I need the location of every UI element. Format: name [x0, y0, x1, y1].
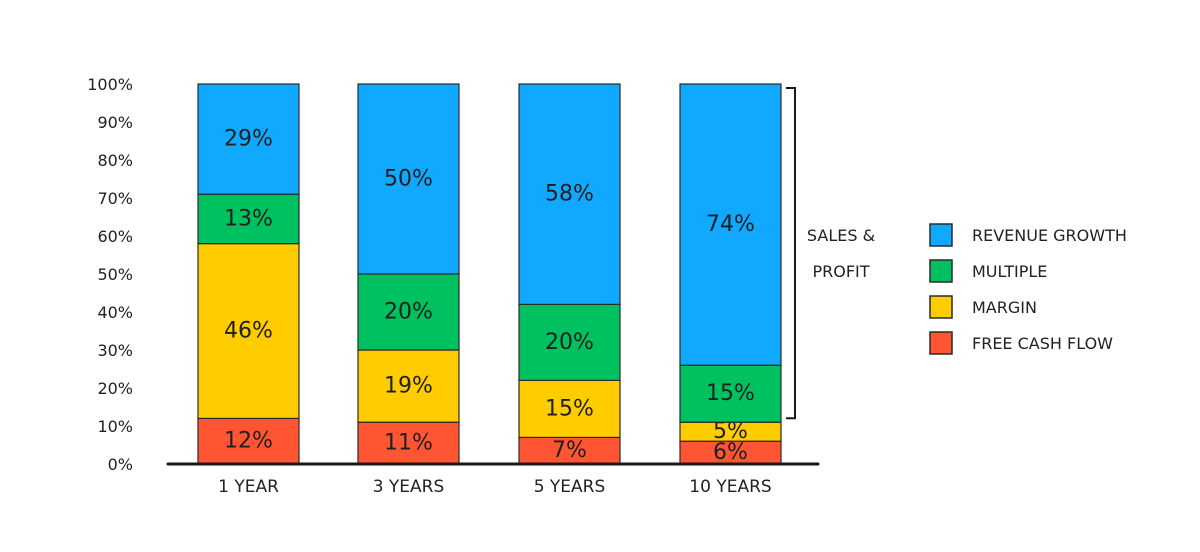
- bar-segment: [197, 83, 300, 195]
- legend-label: FREE CASH FLOW: [972, 334, 1113, 353]
- data-label: 11%: [384, 431, 433, 456]
- y-tick-label: 90%: [97, 113, 133, 132]
- legend-swatch: [929, 331, 953, 355]
- bar-segment: [357, 83, 460, 275]
- y-axis: 0% 10% 20% 30% 40% 50% 60% 70% 80% 90% 100%: [87, 75, 133, 474]
- bars: 12% 46% 13% 29% 11% 19% 20% 50% 7% 15% 20% 58% 6%5% 1…: [197, 83, 782, 465]
- data-label: 6%: [713, 440, 748, 465]
- bar-segment: [518, 303, 621, 381]
- data-label: 15%: [545, 396, 594, 421]
- data-label: 20%: [545, 330, 594, 355]
- x-tick-label: 1 YEAR: [218, 477, 279, 497]
- data-label: 5%: [713, 419, 748, 444]
- legend-label: REVENUE GROWTH: [972, 226, 1127, 245]
- data-label: 20%: [384, 300, 433, 325]
- y-tick-label: 30%: [97, 341, 133, 360]
- data-label: 13%: [224, 206, 273, 231]
- data-label: 15%: [706, 381, 755, 406]
- data-label: 74%: [706, 212, 755, 237]
- x-tick-label: 5 YEARS: [534, 477, 606, 497]
- legend-swatch: [929, 295, 953, 319]
- data-label: 12%: [224, 429, 273, 454]
- y-tick-label: 50%: [97, 265, 133, 284]
- y-tick-label: 0%: [108, 455, 133, 474]
- legend-swatch: [929, 223, 953, 247]
- x-tick-label: 3 YEARS: [373, 477, 445, 497]
- y-tick-label: 80%: [97, 151, 133, 170]
- bar-segment: [197, 243, 300, 420]
- legend-label: MARGIN: [972, 298, 1037, 317]
- legend: REVENUE GROWTH MULTIPLE MARGIN FREE CASH FL…: [929, 223, 1127, 355]
- data-label: 46%: [224, 319, 273, 344]
- data-label: 19%: [384, 374, 433, 399]
- x-tick-label: 10 YEARS: [689, 477, 771, 497]
- data-label: 58%: [545, 182, 594, 207]
- annotation-label: SALES &: [807, 226, 875, 245]
- data-label: 50%: [384, 167, 433, 192]
- bar-segment: [357, 273, 460, 351]
- legend-label: MULTIPLE: [972, 262, 1047, 281]
- bar-segment: [518, 83, 621, 305]
- data-label: 7%: [552, 438, 587, 463]
- y-tick-label: 40%: [97, 303, 133, 322]
- bar-segment: [357, 349, 460, 423]
- bar-segment: [679, 83, 782, 366]
- data-label: 29%: [224, 127, 273, 152]
- y-tick-label: 70%: [97, 189, 133, 208]
- bracket-line: [786, 87, 796, 420]
- sales-profit-bracket: SALES & PROFIT: [786, 87, 875, 420]
- x-axis: 1 YEAR 3 YEARS 5 YEARS 10 YEARS: [218, 477, 772, 497]
- y-tick-label: 100%: [87, 75, 133, 94]
- bar-segment: [197, 417, 300, 465]
- y-tick-label: 60%: [97, 227, 133, 246]
- bar-segment: [518, 379, 621, 438]
- legend-swatch: [929, 259, 953, 283]
- y-tick-label: 20%: [97, 379, 133, 398]
- y-tick-label: 10%: [97, 417, 133, 436]
- annotation-label: PROFIT: [812, 262, 869, 281]
